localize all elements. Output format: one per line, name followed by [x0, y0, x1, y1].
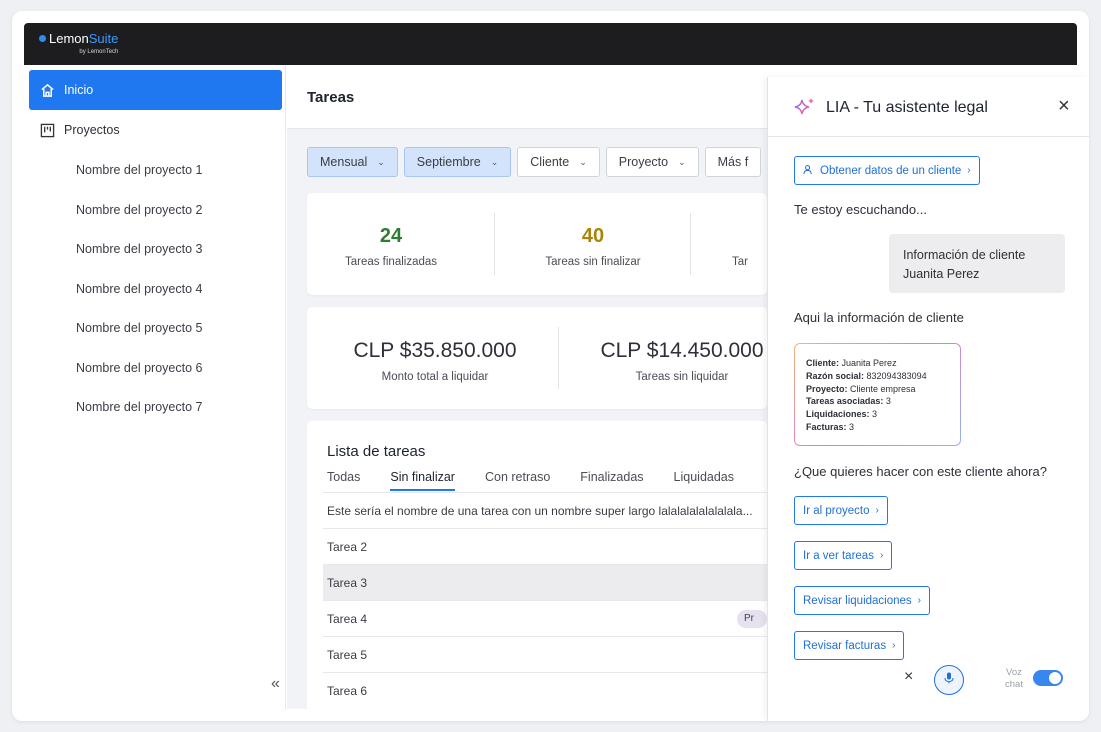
tab-finalizadas[interactable]: Finalizadas — [580, 470, 644, 484]
sidebar-project-6[interactable]: Nombre del proyecto 6 — [76, 361, 203, 375]
sidebar-project-1[interactable]: Nombre del proyecto 1 — [76, 163, 203, 177]
app-window: LemonSuite by LemonTech Inicio Proyectos… — [12, 11, 1089, 721]
assistant-title: LIA - Tu asistente legal — [826, 99, 988, 116]
chevron-right-icon: › — [875, 505, 879, 516]
sidebar: Inicio Proyectos Nombre del proyecto 1 N… — [24, 65, 286, 709]
chevron-right-icon: › — [917, 595, 922, 606]
stat-unliquidated: CLP $14.450.000 Tareas sin liquidar — [600, 339, 764, 383]
filter-bar: Mensual ⌄ Septiembre ⌄ Cliente ⌄ Proyecto ⌄ … — [307, 147, 762, 177]
sidebar-project-3[interactable]: Nombre del proyecto 3 — [76, 242, 203, 256]
chevron-right-icon: › — [967, 165, 971, 176]
divider — [690, 213, 691, 275]
list-title: Lista de tareas — [327, 443, 426, 460]
user-message: Información de cliente Juanita Perez — [889, 234, 1065, 293]
table-row[interactable]: Tarea 5 — [323, 636, 767, 672]
chevron-down-icon: ⌄ — [377, 156, 385, 167]
kanban-icon — [39, 122, 55, 138]
stat-total-amount: CLP $35.850.000 Monto total a liquidar — [353, 339, 517, 383]
view-tasks-button[interactable]: Ir a ver tareas › — [794, 541, 893, 570]
review-liquidations-button[interactable]: Revisar liquidaciones › — [794, 586, 931, 615]
chevron-down-icon: ⌄ — [579, 156, 587, 167]
sparkle-icon — [794, 97, 816, 122]
filter-period[interactable]: Mensual ⌄ — [307, 147, 398, 177]
task-stats-card: 24 Tareas finalizadas 40 Tareas sin fina… — [307, 193, 767, 295]
sidebar-project-7[interactable]: Nombre del proyecto 7 — [76, 400, 203, 414]
close-icon[interactable]: × — [1058, 95, 1070, 117]
stat-unfinished: 40 Tareas sin finalizar — [545, 225, 641, 268]
home-icon — [39, 82, 55, 98]
table-row[interactable]: Tarea 6 — [323, 672, 767, 708]
users-icon — [803, 164, 814, 178]
assistant-footer: × Voz chat — [768, 665, 1089, 721]
tab-todas[interactable]: Todas — [327, 470, 361, 484]
sidebar-project-4[interactable]: Nombre del proyecto 4 — [76, 282, 203, 296]
cancel-icon[interactable]: × — [904, 668, 914, 685]
sidebar-project-5[interactable]: Nombre del proyecto 5 — [76, 321, 203, 335]
info-line: Cliente: Juanita Perez — [806, 358, 897, 368]
tab-sin-finalizar[interactable]: Sin finalizar — [390, 470, 455, 491]
info-line: Facturas: 3 — [806, 421, 855, 432]
table-row[interactable]: Tarea 3 — [323, 564, 767, 600]
page-title: Tareas — [307, 89, 355, 106]
chevron-right-icon: › — [879, 550, 884, 561]
table-row[interactable]: Este sería el nombre de una tarea con un… — [323, 492, 767, 528]
brand-logo[interactable]: LemonSuite by LemonTech — [39, 32, 118, 59]
tab-con-retraso[interactable]: Con retraso — [484, 470, 551, 484]
sidebar-item-inicio[interactable]: Inicio — [29, 70, 282, 110]
listening-text: Te estoy escuchando... — [794, 202, 927, 217]
voice-chat-toggle[interactable] — [1033, 670, 1063, 686]
filter-month[interactable]: Septiembre ⌄ — [403, 147, 512, 177]
microphone-button[interactable] — [934, 665, 964, 695]
assistant-panel: LIA - Tu asistente legal × Obtener datos… — [767, 77, 1089, 721]
chevron-right-icon: › — [892, 640, 896, 651]
task-tabs: Todas Sin finalizar Con retraso Finaliza… — [327, 470, 734, 491]
amount-stats-card: CLP $35.850.000 Monto total a liquidar C… — [307, 307, 767, 409]
info-line: Razón social: 832094383094 — [806, 370, 927, 381]
sidebar-project-2[interactable]: Nombre del proyecto 2 — [76, 203, 203, 217]
table-row[interactable]: Tarea 2 — [323, 528, 767, 564]
go-to-project-button[interactable]: Ir al proyecto › — [794, 496, 888, 525]
client-info-card: Cliente: Juanita Perez Razón social: 832… — [794, 343, 961, 446]
filter-project[interactable]: Proyecto ⌄ — [605, 147, 699, 177]
filter-client[interactable]: Cliente ⌄ — [517, 147, 600, 177]
divider — [558, 327, 559, 389]
info-line: Proyecto: Cliente empresa — [806, 383, 916, 394]
filter-more[interactable]: Más f — [704, 147, 762, 177]
get-client-data-button[interactable]: Obtener datos de un cliente › — [794, 156, 980, 185]
review-invoices-button[interactable]: Revisar facturas › — [794, 631, 905, 660]
assistant-question: ¿Que quieres hacer con este cliente ahor… — [794, 464, 1047, 479]
assistant-reply: Aqui la información de cliente — [794, 310, 964, 325]
microphone-icon — [944, 671, 954, 689]
collapse-sidebar-icon[interactable]: « — [271, 675, 280, 692]
stat-third: Tar — [732, 256, 748, 268]
top-bar: LemonSuite by LemonTech — [24, 23, 1077, 65]
sidebar-item-proyectos[interactable]: Proyectos — [29, 110, 282, 150]
table-row[interactable]: Tarea 4 Pr — [323, 600, 767, 636]
chevron-down-icon: ⌄ — [490, 156, 499, 167]
info-line: Tareas asociadas: 3 — [806, 396, 891, 407]
voice-chat-label: Voz chat — [1005, 667, 1023, 690]
divider — [494, 213, 495, 275]
stat-finished: 24 Tareas finalizadas — [344, 225, 438, 268]
assistant-header: LIA - Tu asistente legal × — [768, 77, 1089, 137]
task-list-card: Lista de tareas Todas Sin finalizar Con … — [307, 421, 767, 721]
info-line: Liquidaciones: 3 — [806, 409, 878, 420]
status-badge: Pr — [737, 609, 767, 628]
logo-mark-icon — [39, 35, 46, 42]
chevron-down-icon: ⌄ — [678, 156, 686, 167]
tab-liquidadas[interactable]: Liquidadas — [673, 470, 734, 484]
